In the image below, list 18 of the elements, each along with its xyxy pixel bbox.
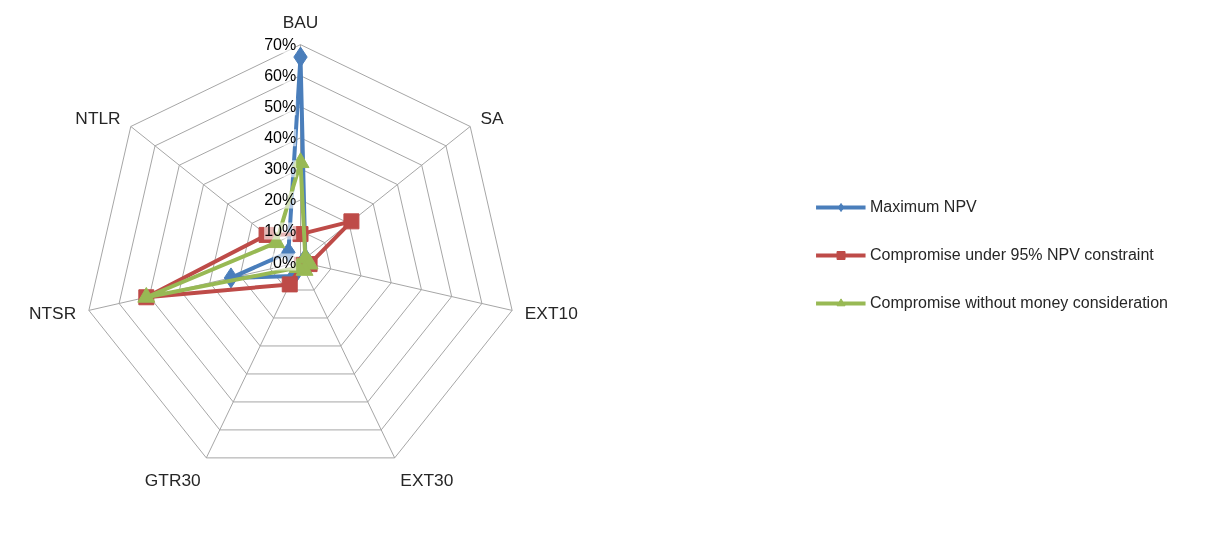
spoke-label: GTR30 [144, 469, 201, 490]
y-tick-label: 30% [264, 160, 297, 178]
spoke-label: NTLR [75, 108, 121, 129]
spoke-label: EXT10 [524, 303, 578, 324]
y-tick-label: 40% [264, 129, 297, 147]
spoke-label: NTSR [29, 303, 77, 324]
y-tick-label: 20% [264, 191, 297, 209]
y-tick-label: 70% [264, 36, 297, 54]
spoke-label: BAU [282, 11, 319, 32]
y-tick-label: 50% [264, 98, 297, 116]
y-tick-label: 10% [264, 222, 297, 240]
legend-label: Maximum NPV [870, 198, 978, 216]
legend-label: Compromise under 95% NPV constraint [870, 246, 1154, 264]
spoke-label: EXT30 [400, 469, 454, 490]
spoke-label: SA [480, 108, 504, 129]
y-tick-label: 60% [264, 67, 297, 85]
legend-label: Compromise without money consideration [870, 294, 1168, 312]
y-tick-label: 0% [273, 253, 297, 271]
